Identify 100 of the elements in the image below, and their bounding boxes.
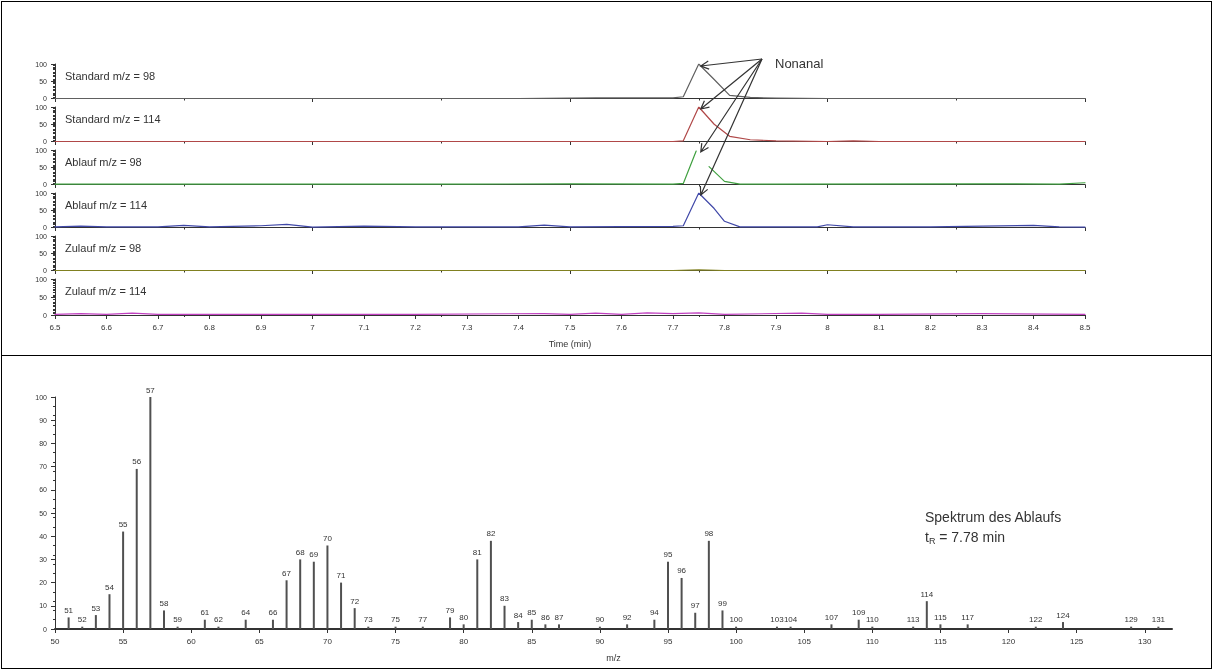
annotation: 100	[729, 615, 744, 625]
annotation: 56	[132, 457, 142, 467]
chart-title: Zulauf m/z = 98	[65, 241, 142, 254]
x-tick-label: 6.8	[203, 322, 216, 332]
bar	[299, 559, 302, 629]
annotation: 113	[906, 615, 921, 625]
bar	[326, 545, 329, 629]
x-tick-label: 8	[825, 322, 831, 332]
annotation: 83	[500, 594, 510, 604]
x-tick-label: 8.1	[873, 322, 886, 332]
annotation: 57	[145, 385, 156, 395]
bar	[544, 624, 547, 629]
annotation: 114	[920, 589, 934, 599]
annotation: 51	[64, 605, 74, 615]
x-tick-label: 115	[934, 636, 948, 646]
x-tick-label: 7.8	[718, 322, 731, 332]
x-tick-label: 85	[527, 636, 537, 646]
bar	[939, 624, 942, 629]
x-tick-label: 8.4	[1027, 322, 1040, 332]
line-series	[54, 106, 1086, 143]
annotation: 70	[322, 533, 333, 543]
annotation: 67	[282, 568, 292, 578]
bar	[694, 612, 697, 629]
x-tick-label: 6.9	[255, 322, 268, 332]
bar	[340, 582, 343, 629]
annotation: 86	[540, 612, 551, 622]
x-tick-label: 125	[1069, 636, 1084, 646]
x-tick-label: 105	[797, 636, 812, 646]
x-tick-label: 75	[391, 636, 401, 646]
bar	[680, 577, 683, 629]
annotation: 117	[961, 612, 975, 622]
chart-title: Standard m/z = 114	[65, 112, 161, 125]
annotation: 87	[554, 612, 565, 622]
annotation: 124	[1056, 610, 1071, 620]
x-axis-title: m/z	[606, 652, 622, 663]
annotation: 94	[649, 608, 660, 618]
x-tick-label: 6.5	[49, 322, 62, 332]
bar	[857, 619, 860, 629]
x-tick-label: 90	[595, 636, 605, 646]
bar	[721, 610, 724, 629]
annotation: 131	[1151, 615, 1166, 625]
bar	[203, 619, 206, 629]
annotation: 66	[268, 608, 278, 618]
chart-title: Standard m/z = 98	[65, 69, 156, 82]
annotation: 107	[824, 612, 839, 622]
annotation: 75	[391, 615, 401, 625]
bar	[666, 561, 669, 629]
bar	[122, 531, 125, 629]
bar	[558, 624, 561, 629]
x-tick-label: 110	[865, 636, 880, 646]
annotation: 58	[159, 598, 169, 608]
bar	[312, 561, 315, 629]
annotation: 97	[690, 601, 701, 611]
annotation: 99	[718, 598, 728, 608]
annotation: Nonanal	[775, 56, 824, 71]
bar	[462, 624, 465, 629]
bar	[925, 601, 928, 629]
annotation: 69	[309, 550, 319, 560]
annotation: 96	[677, 566, 687, 576]
bar	[1062, 622, 1065, 629]
bar	[966, 624, 969, 629]
annotation: 59	[173, 615, 183, 625]
annotation: 110	[865, 615, 880, 625]
annotation: 64	[241, 608, 251, 618]
annotation: 81	[472, 547, 483, 557]
x-tick-label: 8.3	[976, 322, 989, 332]
annotation: Spektrum des Ablaufs	[925, 509, 1062, 525]
bar	[94, 615, 97, 629]
annotation: 92	[622, 612, 633, 622]
annotation: 115	[934, 612, 948, 622]
annotation: 61	[200, 608, 210, 618]
x-tick-label: 7	[310, 322, 316, 332]
bar	[108, 594, 111, 629]
x-tick-label: 60	[186, 636, 197, 646]
x-tick-label: 50	[50, 636, 60, 646]
bar	[162, 610, 165, 629]
x-tick-label: 7.9	[770, 322, 783, 332]
bar	[149, 397, 152, 629]
annotation: 79	[445, 605, 456, 615]
x-tick-label: 7.4	[512, 322, 525, 332]
annotation: 62	[214, 615, 224, 625]
annotation: 82	[486, 529, 496, 539]
annotation: 90	[595, 615, 605, 625]
x-tick-label: 7.2	[409, 322, 422, 332]
chart-title: Ablauf m/z = 98	[65, 155, 142, 168]
x-tick-label: 70	[322, 636, 333, 646]
bar	[353, 608, 356, 629]
x-tick-label: 7.3	[461, 322, 474, 332]
annotation: 71	[336, 571, 347, 581]
annotation: 54	[105, 582, 115, 592]
x-tick-label: 120	[1001, 636, 1016, 646]
bar	[135, 468, 138, 629]
annotation: 122	[1029, 615, 1043, 625]
bar	[830, 624, 833, 629]
annotation: 85	[527, 608, 537, 618]
line-series	[54, 192, 1086, 228]
bar	[530, 619, 533, 629]
annotation: 109	[852, 608, 866, 618]
x-tick-label: 6.7	[152, 322, 165, 332]
annotation: 129	[1124, 615, 1139, 625]
